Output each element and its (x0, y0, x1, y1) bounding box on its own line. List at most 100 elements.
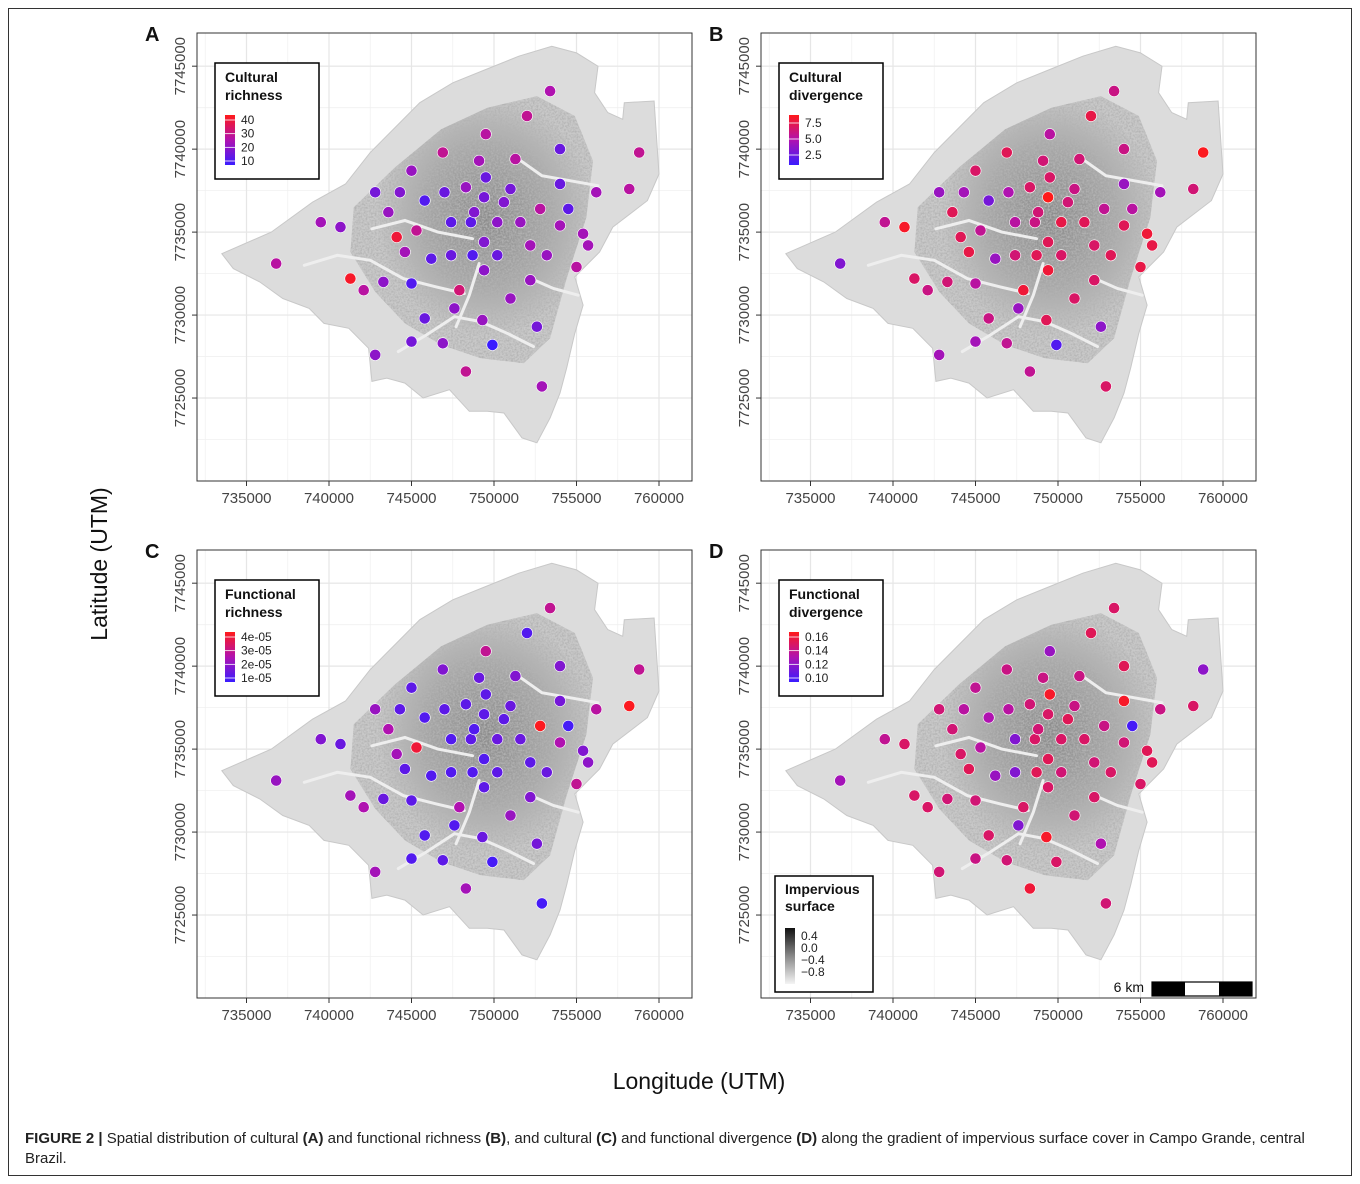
plot-frame (760, 549, 1257, 999)
color-legend: Cultural divergence 7.5 5.0 2.5 (778, 62, 884, 180)
sample-point (577, 744, 589, 757)
sample-point (1118, 736, 1130, 749)
sample-point (270, 774, 283, 787)
stream-corridor (1018, 262, 1045, 329)
plot-frame (196, 32, 693, 482)
sample-point (1023, 181, 1036, 194)
sample-point (377, 792, 390, 805)
caption-label: FIGURE 2 | (25, 1130, 103, 1147)
sample-point (504, 183, 517, 195)
sample-point (418, 194, 431, 207)
sample-point (521, 627, 533, 639)
sample-point (954, 231, 967, 243)
stream-corridor (454, 779, 481, 846)
sample-point (535, 897, 548, 910)
sample-point (436, 663, 449, 676)
sample-point (377, 275, 390, 288)
sample-point (1000, 337, 1013, 350)
sample-point (1042, 708, 1054, 721)
sample-point (491, 216, 504, 229)
sample-point (582, 756, 594, 769)
legend-title: Functional (225, 586, 296, 602)
x-tick-label: 745000 (386, 490, 436, 507)
x-tick-label: 755000 (1115, 490, 1165, 507)
sample-point (878, 733, 891, 746)
sample-point (1032, 206, 1045, 219)
impervious-legend-label: 0.0 (801, 941, 818, 955)
sample-point (1104, 766, 1117, 779)
sample-point (270, 257, 283, 270)
sample-point (425, 769, 438, 782)
sample-point (1037, 154, 1049, 167)
x-tick-label: 750000 (469, 1007, 519, 1024)
sample-point (524, 239, 537, 252)
legend-colorbar (789, 115, 799, 165)
legend-label: 40 (241, 113, 255, 127)
sample-point (1134, 778, 1147, 790)
sample-point (357, 284, 370, 297)
sample-point (946, 206, 959, 219)
impervious-legend-label: −0.4 (801, 953, 825, 967)
stream-corridor (454, 262, 481, 329)
sample-point (957, 703, 970, 716)
legend-title: richness (225, 87, 283, 103)
sample-point (1000, 854, 1013, 867)
stream-corridor (934, 218, 1039, 241)
sample-point (382, 723, 395, 736)
y-tick-label: 7725000 (172, 369, 189, 427)
sample-point (570, 778, 583, 790)
sample-point (1088, 756, 1101, 769)
impervious-colorbar (785, 928, 795, 984)
legend-label: 4e-05 (241, 630, 272, 644)
sample-point (1017, 801, 1030, 814)
sample-point (405, 794, 418, 807)
sample-point (1088, 239, 1101, 252)
sample-point (530, 320, 543, 333)
sample-point (369, 703, 382, 716)
scale-bar-label: 6 km (1114, 979, 1144, 995)
sample-point (834, 257, 847, 270)
sample-point (436, 146, 449, 159)
sample-point (398, 246, 411, 258)
sample-point (623, 700, 636, 712)
sample-point (1068, 183, 1081, 195)
x-tick-label: 745000 (950, 490, 1000, 507)
sample-point (908, 789, 921, 802)
sample-point (1141, 227, 1153, 240)
sample-point (1088, 791, 1101, 804)
sample-point (946, 723, 959, 736)
sample-point (459, 698, 472, 711)
sample-point (1118, 178, 1130, 190)
y-tick-label: 7730000 (736, 286, 753, 344)
stream-corridor (512, 154, 600, 188)
sample-point (1030, 766, 1043, 779)
sample-point (1009, 249, 1021, 262)
sample-point (369, 348, 382, 361)
sample-point (491, 733, 504, 746)
sample-point (1000, 663, 1013, 676)
caption-text-3: , and cultural (506, 1130, 597, 1147)
x-tick-label: 760000 (1198, 490, 1248, 507)
impervious-legend-title: surface (785, 898, 835, 914)
shared-y-label: Latitude (UTM) (86, 487, 112, 640)
sample-point (969, 277, 982, 290)
sample-point (1108, 602, 1120, 614)
sample-point (425, 252, 438, 265)
sample-point (410, 741, 423, 754)
sample-point (1028, 733, 1041, 746)
stream-corridor (370, 735, 475, 758)
figure-caption: FIGURE 2 | Spatial distribution of cultu… (25, 1129, 1345, 1169)
impervious-legend-title: Impervious (785, 881, 860, 897)
legend-label: 0.10 (805, 671, 829, 685)
x-tick-label: 735000 (785, 490, 835, 507)
sample-point (410, 224, 423, 237)
sample-point (969, 681, 982, 694)
sample-point (369, 186, 382, 199)
sample-point (1055, 733, 1068, 746)
impervious-legend-label: −0.8 (801, 965, 825, 979)
stream-corridor (934, 735, 1039, 758)
sample-point (530, 837, 543, 850)
sample-point (1043, 128, 1056, 141)
sample-point (921, 284, 934, 297)
